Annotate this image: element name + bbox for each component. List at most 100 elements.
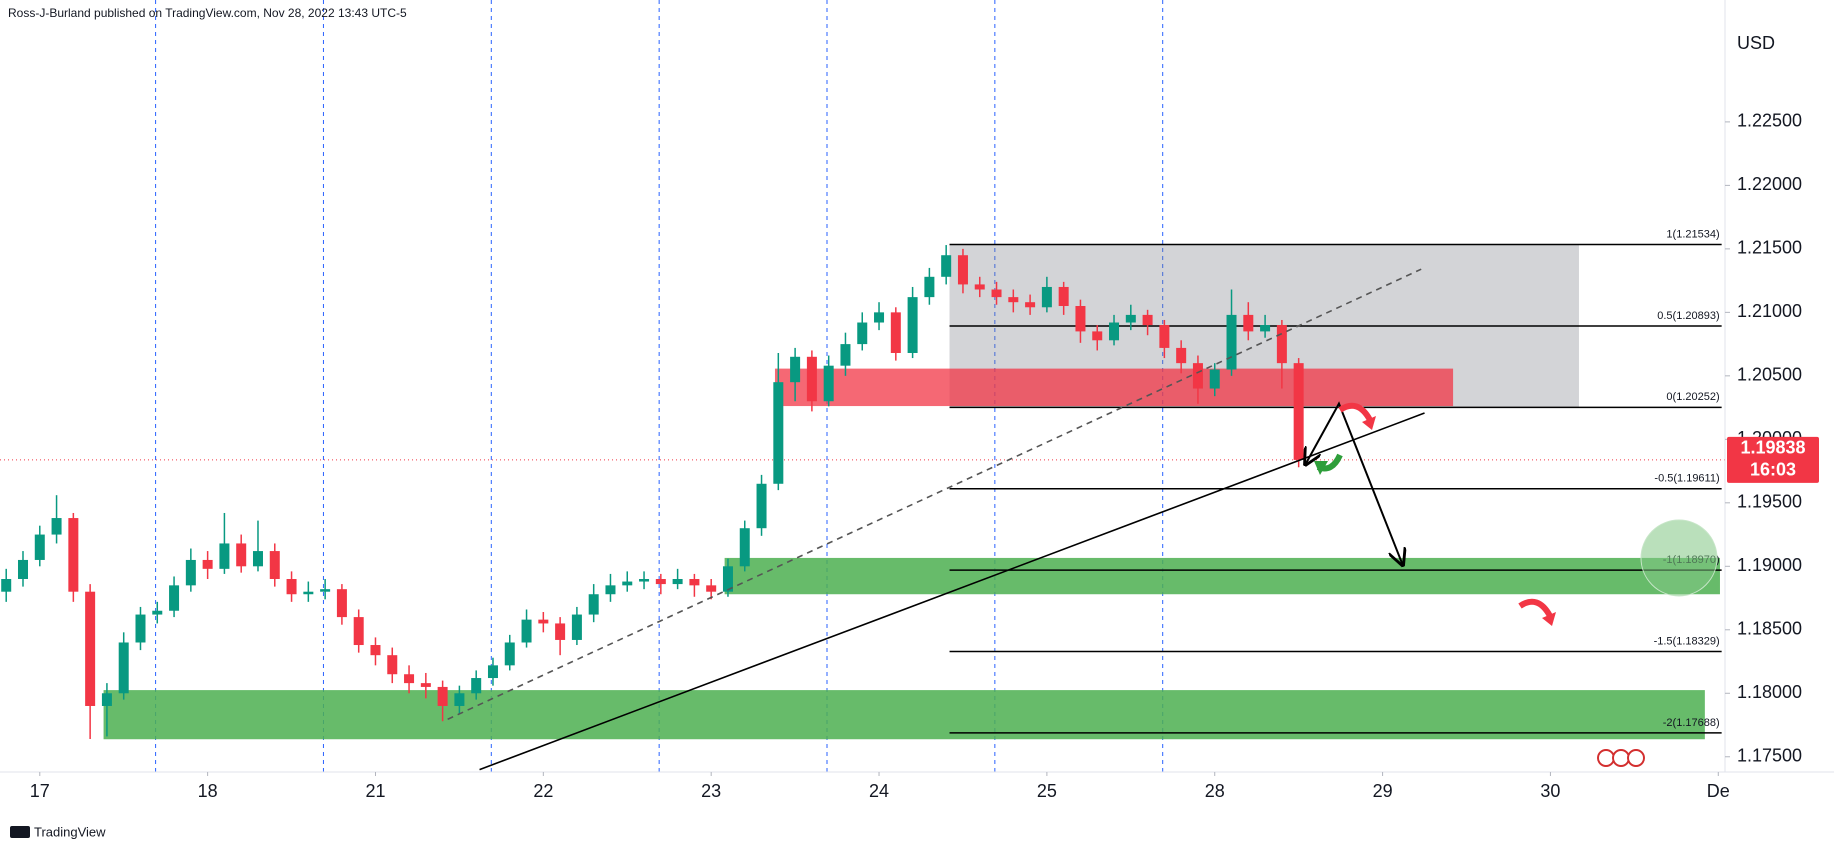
candle-body xyxy=(924,276,935,298)
candle-body xyxy=(538,619,549,624)
candle-body xyxy=(169,585,180,611)
candle-body xyxy=(773,382,784,484)
price-tag-countdown: 16:03 xyxy=(1750,460,1796,480)
x-tick-label: 25 xyxy=(1037,781,1057,801)
fib-label: -0.5(1.19611) xyxy=(1654,473,1719,485)
candle-body xyxy=(34,534,45,560)
candle-body xyxy=(1192,363,1203,389)
candle-body xyxy=(957,255,968,285)
candle-body xyxy=(605,585,616,595)
price-tag xyxy=(1727,436,1819,483)
footer: TradingView xyxy=(34,824,106,839)
price-tag-value: 1.19838 xyxy=(1740,438,1805,458)
y-tick-label: 1.19000 xyxy=(1737,555,1802,575)
candle-body xyxy=(991,289,1002,298)
candle-body xyxy=(622,581,633,586)
candle-body xyxy=(1176,347,1187,364)
candle-body xyxy=(756,483,767,529)
y-tick-label: 1.18000 xyxy=(1737,682,1802,702)
candle-body xyxy=(68,518,79,592)
x-tick-label: 17 xyxy=(30,781,50,801)
candle-body xyxy=(739,528,750,567)
candle-body xyxy=(370,645,381,656)
candle-body xyxy=(1008,297,1019,303)
candle-body xyxy=(219,543,230,569)
candle-body xyxy=(135,614,146,643)
flag[interactable] xyxy=(1612,749,1630,767)
candle-body xyxy=(336,589,347,618)
candle-body xyxy=(51,518,62,535)
y-tick-label: 1.21500 xyxy=(1737,238,1802,258)
flag[interactable] xyxy=(1627,749,1645,767)
red-curved-arrow xyxy=(1518,598,1553,618)
candle-body xyxy=(974,284,985,290)
candle-body xyxy=(1125,314,1136,323)
candle-body xyxy=(1209,369,1220,389)
highlight-circle xyxy=(1640,519,1718,597)
candle-body xyxy=(286,579,297,595)
fib-label: 0.5(1.20893) xyxy=(1657,310,1719,322)
flag[interactable] xyxy=(1597,749,1615,767)
y-tick-label: 1.21000 xyxy=(1737,301,1802,321)
candle-body xyxy=(571,614,582,640)
candle-body xyxy=(1159,325,1170,348)
candle-body xyxy=(487,665,498,679)
candle-body xyxy=(806,356,817,402)
candle-body xyxy=(202,559,213,569)
candle-body xyxy=(236,543,247,567)
candle-body xyxy=(504,642,515,666)
x-tick-label: 22 xyxy=(533,781,553,801)
y-tick-label: 1.22000 xyxy=(1737,174,1802,194)
candle-body xyxy=(521,619,532,643)
candle-body xyxy=(874,312,885,323)
trendline xyxy=(447,268,1422,721)
fib-label: -2(1.17688) xyxy=(1663,717,1720,729)
projection-arrow xyxy=(1305,401,1402,565)
candle-body xyxy=(17,559,28,579)
trendline xyxy=(479,412,1425,771)
currency: USD xyxy=(1737,33,1775,53)
candle-body xyxy=(1075,306,1086,332)
event-flags[interactable] xyxy=(1597,749,1645,767)
zone xyxy=(724,557,1720,595)
candle-body xyxy=(706,585,717,592)
x-tick-label: 30 xyxy=(1540,781,1560,801)
candle-body xyxy=(320,589,331,592)
candle-body xyxy=(85,591,96,706)
candle-body xyxy=(471,678,482,694)
candle-body xyxy=(1058,286,1069,307)
candle-body xyxy=(1092,331,1103,341)
candle-body xyxy=(303,591,314,595)
fib-label: 0(1.20252) xyxy=(1666,391,1719,403)
y-tick-label: 1.20500 xyxy=(1737,365,1802,385)
candle-body xyxy=(840,344,851,366)
candle-body xyxy=(689,579,700,586)
candle-body xyxy=(823,365,834,402)
candle-body xyxy=(252,551,263,567)
header: Ross-J-Burland published on TradingView.… xyxy=(8,6,407,20)
candle-body xyxy=(655,579,666,585)
x-tick-label: 23 xyxy=(701,781,721,801)
y-tick-label: 1.17500 xyxy=(1737,746,1802,766)
candle-body xyxy=(101,693,112,706)
candle-body xyxy=(1142,314,1153,326)
candle-body xyxy=(420,683,431,687)
candle-body xyxy=(1109,322,1120,341)
candle-body xyxy=(672,579,683,585)
candle-body xyxy=(1260,325,1271,332)
candle-body xyxy=(454,693,465,706)
candle-body xyxy=(185,559,196,586)
red-curved-arrow xyxy=(1338,402,1373,422)
x-tick-label: 28 xyxy=(1205,781,1225,801)
candle-body xyxy=(941,255,952,277)
candle-body xyxy=(118,642,129,694)
candle-body xyxy=(1,579,12,592)
red-arrowhead xyxy=(1362,416,1376,430)
candle-body xyxy=(269,551,280,579)
candle-body xyxy=(437,686,448,706)
x-tick-label: 24 xyxy=(869,781,889,801)
candle-body xyxy=(1243,314,1254,332)
candle-body xyxy=(588,594,599,615)
candle-body xyxy=(353,617,364,646)
